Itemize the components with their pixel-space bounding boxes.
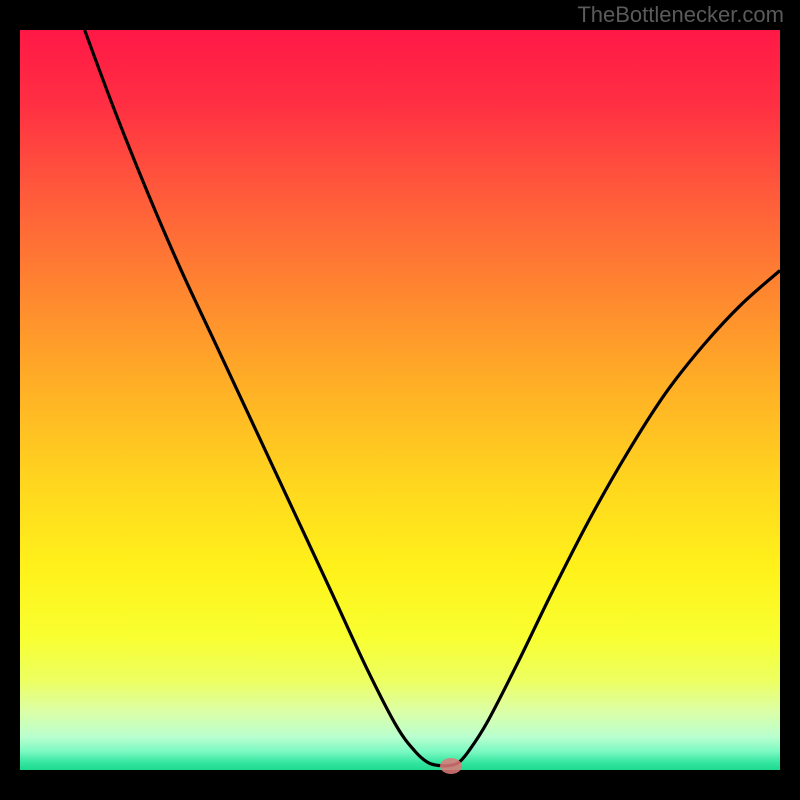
bottom-border xyxy=(0,770,800,800)
chart-container: { "watermark": { "text": "TheBottlenecke… xyxy=(0,0,800,800)
curve-path xyxy=(85,30,780,766)
watermark-text: TheBottlenecker.com xyxy=(577,2,784,28)
v-curve xyxy=(20,30,780,770)
